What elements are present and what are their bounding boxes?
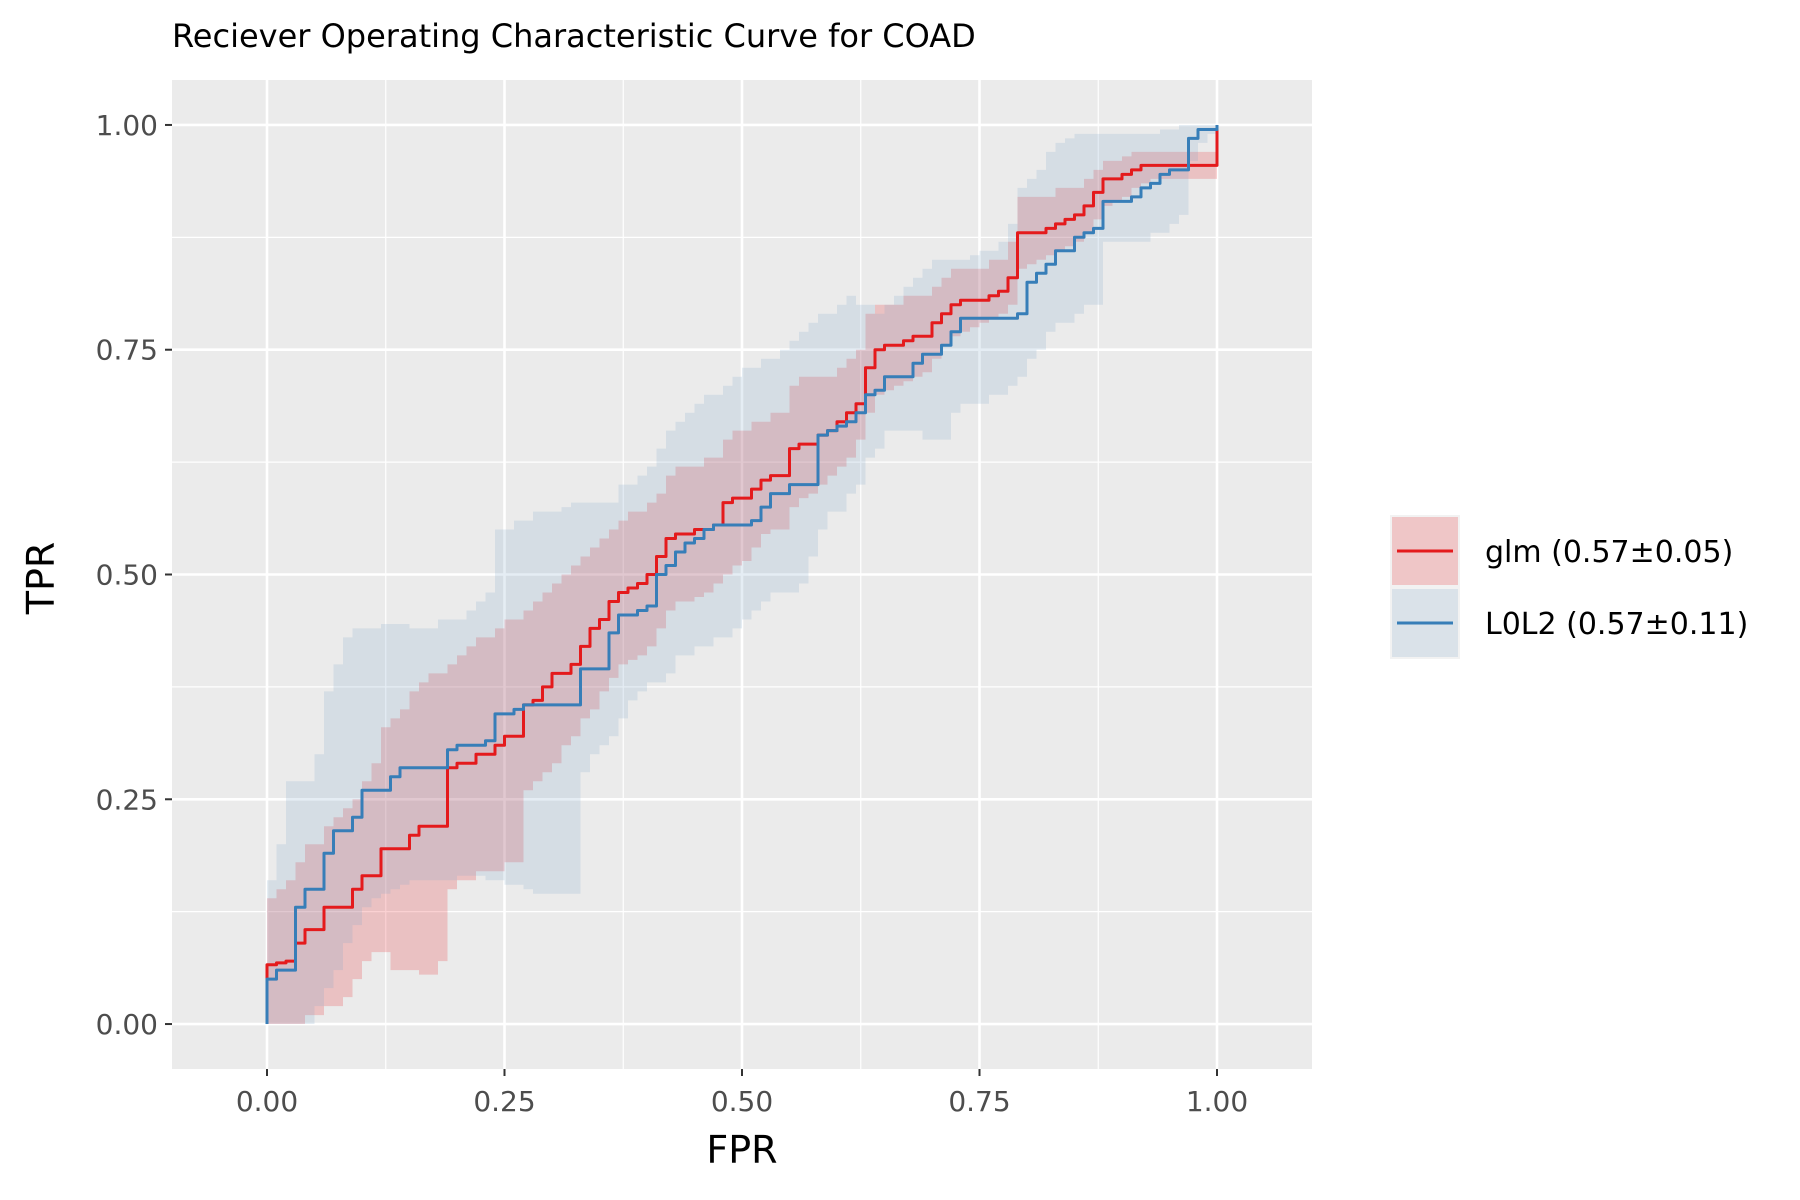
x-tick-label: 0.50 — [711, 1085, 773, 1118]
ribbon-glm — [267, 125, 1217, 1024]
y-axis-title: TPR — [19, 542, 63, 616]
confidence-ribbons — [267, 125, 1217, 1024]
axes: 0.00 0.25 0.50 0.75 1.00 0.00 0.25 0.50 0.75 1.00 — [96, 109, 1249, 1118]
y-tick-label: 0.25 — [96, 783, 158, 816]
y-tick-label: 0.00 — [96, 1008, 158, 1041]
line-L0L2 — [265, 125, 1219, 1024]
roc-lines — [265, 125, 1219, 1024]
x-axis-title: FPR — [706, 1128, 777, 1172]
legend-label-glm: glm (0.57±0.05) — [1485, 535, 1733, 570]
chart-title: Reciever Operating Characteristic Curve … — [172, 17, 976, 55]
y-tick-label: 0.75 — [96, 334, 158, 367]
x-tick-label: 1.00 — [1186, 1085, 1248, 1118]
x-tick-label: 0.25 — [473, 1085, 535, 1118]
ribbon-L0L2 — [267, 125, 1217, 1024]
legend-label-L0L2: L0L2 (0.57±0.11) — [1485, 607, 1748, 642]
x-tick-label: 0.75 — [948, 1085, 1010, 1118]
y-tick-label: 0.50 — [96, 559, 158, 592]
legend: glm (0.57±0.05) L0L2 (0.57±0.11) — [1390, 515, 1748, 659]
x-tick-label: 0.00 — [236, 1085, 298, 1118]
line-glm — [265, 125, 1219, 1024]
gridlines — [172, 80, 1312, 1069]
y-tick-label: 1.00 — [96, 109, 158, 142]
